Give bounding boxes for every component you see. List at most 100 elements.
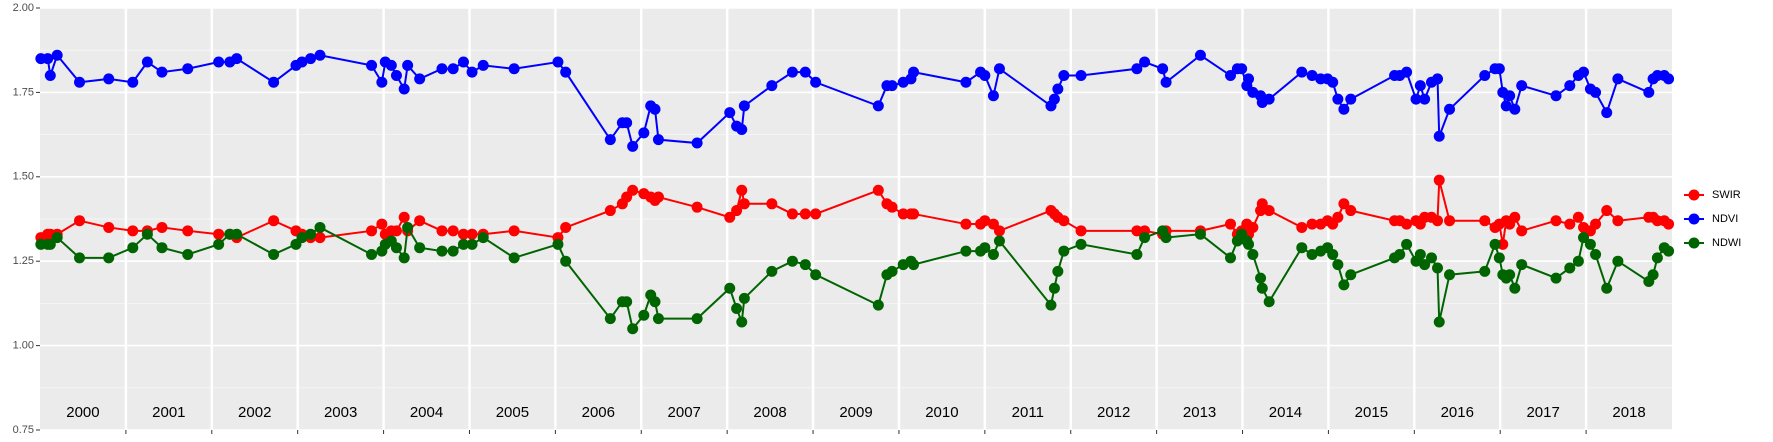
- point: [1345, 269, 1357, 281]
- legend-marker: [1688, 237, 1700, 249]
- point: [44, 238, 56, 250]
- point: [810, 76, 822, 88]
- point: [390, 225, 402, 237]
- point: [993, 225, 1005, 237]
- point: [987, 248, 999, 260]
- point: [1401, 66, 1413, 78]
- y-tick-label: 0.75: [13, 424, 34, 436]
- x-tick-label: 2012: [1097, 404, 1130, 421]
- point: [1157, 63, 1169, 75]
- point: [1572, 211, 1584, 223]
- point: [960, 218, 972, 230]
- point: [736, 316, 748, 328]
- point: [810, 269, 822, 281]
- point: [1247, 221, 1259, 233]
- point: [1651, 252, 1663, 264]
- point: [738, 100, 750, 112]
- point: [872, 100, 884, 112]
- point: [810, 208, 822, 220]
- point: [1263, 205, 1275, 217]
- x-tick-label: 2014: [1269, 404, 1302, 421]
- point: [1590, 218, 1602, 230]
- point: [1516, 259, 1528, 271]
- point: [799, 208, 811, 220]
- point: [1433, 174, 1445, 186]
- point: [74, 76, 86, 88]
- point: [1194, 49, 1206, 61]
- point: [1601, 205, 1613, 217]
- point: [1479, 70, 1491, 82]
- point: [127, 225, 139, 237]
- point: [1306, 70, 1318, 82]
- point: [436, 225, 448, 237]
- point: [508, 252, 520, 264]
- point: [1338, 279, 1350, 291]
- point: [366, 225, 378, 237]
- point: [1401, 238, 1413, 250]
- point: [231, 53, 243, 65]
- x-tick-label: 2017: [1526, 404, 1559, 421]
- point: [1236, 63, 1248, 75]
- point: [1131, 225, 1143, 237]
- point: [908, 66, 920, 78]
- point: [127, 242, 139, 254]
- point: [457, 56, 469, 68]
- point: [1139, 56, 1151, 68]
- point: [376, 218, 388, 230]
- point: [141, 228, 153, 240]
- point: [552, 238, 564, 250]
- point: [103, 221, 115, 233]
- point: [1327, 248, 1339, 260]
- point: [213, 228, 225, 240]
- point: [1590, 86, 1602, 98]
- point: [213, 238, 225, 250]
- point: [649, 103, 661, 115]
- point: [908, 259, 920, 271]
- point: [1612, 255, 1624, 267]
- point: [1075, 70, 1087, 82]
- legend-marker: [1688, 189, 1700, 201]
- point: [1131, 248, 1143, 260]
- point: [979, 215, 991, 227]
- legend-label: SWIR: [1712, 189, 1741, 201]
- point: [724, 282, 736, 294]
- point: [1075, 238, 1087, 250]
- point: [621, 117, 633, 129]
- point: [1601, 107, 1613, 119]
- point: [738, 198, 750, 210]
- point: [1332, 211, 1344, 223]
- point: [560, 66, 572, 78]
- point: [1414, 80, 1426, 92]
- point: [1075, 225, 1087, 237]
- point: [398, 252, 410, 264]
- point: [1564, 218, 1576, 230]
- point: [1479, 215, 1491, 227]
- point: [1410, 93, 1422, 105]
- point: [1345, 205, 1357, 217]
- point: [1263, 93, 1275, 105]
- point: [156, 221, 168, 233]
- point: [1444, 269, 1456, 281]
- point: [1414, 248, 1426, 260]
- point: [886, 201, 898, 213]
- point: [1048, 282, 1060, 294]
- point: [736, 184, 748, 196]
- point: [44, 70, 56, 82]
- point: [390, 70, 402, 82]
- point: [466, 238, 478, 250]
- point: [414, 73, 426, 85]
- point: [766, 198, 778, 210]
- point: [872, 299, 884, 311]
- point: [1647, 269, 1659, 281]
- point: [466, 66, 478, 78]
- point: [74, 215, 86, 227]
- point: [127, 76, 139, 88]
- point: [385, 59, 397, 71]
- point: [231, 228, 243, 240]
- y-tick-label: 1.75: [13, 86, 34, 98]
- point: [1590, 248, 1602, 260]
- point: [1332, 259, 1344, 271]
- point: [466, 228, 478, 240]
- point: [42, 53, 54, 65]
- point: [1139, 232, 1151, 244]
